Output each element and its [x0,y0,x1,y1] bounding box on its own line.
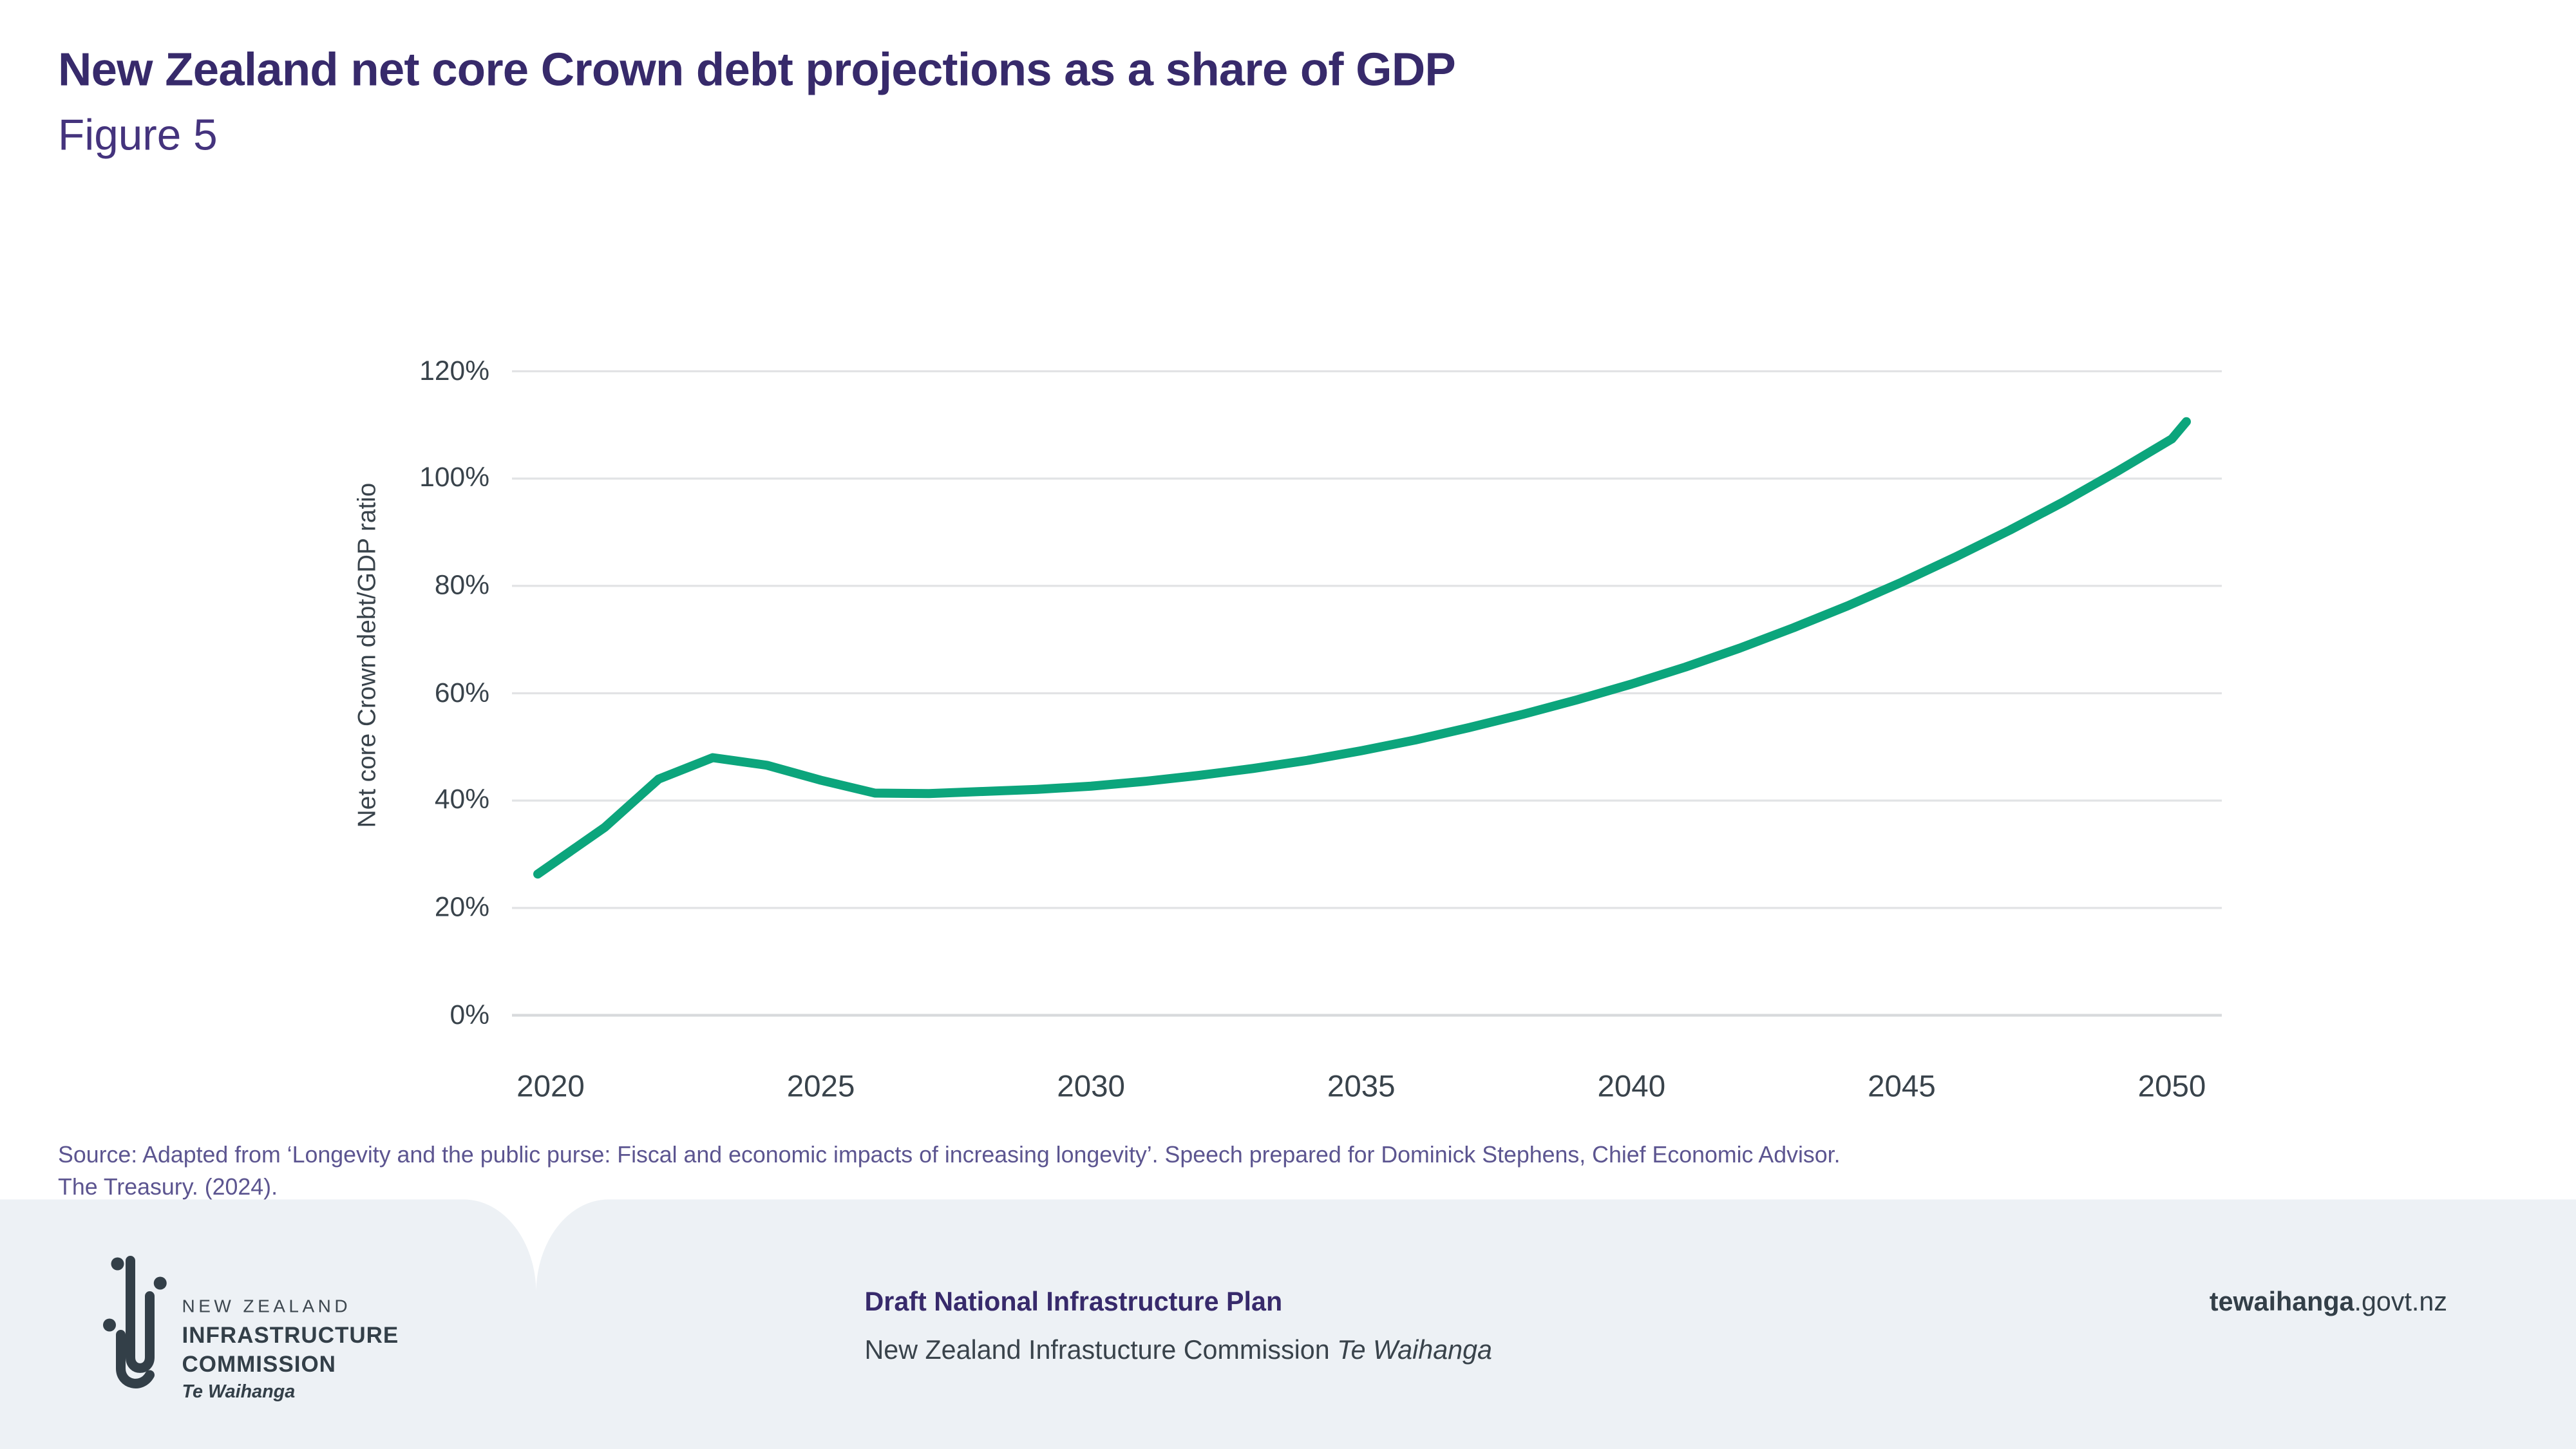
publication-organisation: New Zealand Infrastucture Commission Te … [865,1336,1492,1367]
y-tick-label-60%: 60% [434,677,489,708]
x-tick-label-2045: 2045 [1868,1070,1936,1105]
y-tick-label-100%: 100% [419,462,489,493]
y-tick-label-20%: 20% [434,891,489,923]
nzic-logo-text: NEW ZEALAND INFRASTRUCTURE COMMISSION Te… [182,1298,399,1403]
gridlines [512,370,2222,1017]
website-url: tewaihanga.govt.nz [2210,1288,2447,1319]
logo-text-commission: COMMISSION [182,1350,336,1377]
organisation-name: New Zealand Infrastucture Commission [864,1336,1330,1365]
x-tick-label-2020: 2020 [516,1070,585,1105]
source-note-line1: Source: Adapted from ‘Longevity and the … [58,1143,1841,1169]
x-tick-label-2025: 2025 [786,1070,855,1105]
website-url-bold: tewaihanga [2209,1288,2354,1317]
organisation-name-maori: Te Waihanga [1337,1336,1492,1365]
logo-text-infrastructure: INFRASTRUCTURE [182,1321,399,1348]
footer-left-panel [0,1199,536,1449]
y-axis-title: Net core Crown debt/GDP ratio [354,482,382,828]
website-url-rest: .govt.nz [2354,1288,2447,1317]
nzic-logo-mark-icon [103,1256,167,1388]
logo-text-new-zealand: NEW ZEALAND [182,1298,352,1317]
publication-title: Draft National Infrastructure Plan [864,1288,1283,1317]
y-tick-label-80%: 80% [434,569,489,601]
y-tick-label-0%: 0% [450,999,489,1030]
debt-projection-line [533,417,2191,879]
y-tick-label-40%: 40% [434,784,489,815]
logo-text-te-waihanga: Te Waihanga [182,1383,296,1403]
source-note-line2: The Treasury. (2024). [58,1174,278,1200]
x-tick-label-2050: 2050 [2137,1070,2206,1105]
x-tick-label-2035: 2035 [1327,1070,1396,1105]
x-tick-label-2040: 2040 [1597,1070,1666,1105]
page-title: New Zealand net core Crown debt projecti… [58,45,1456,97]
footer: NEW ZEALAND INFRASTRUCTURE COMMISSION Te… [0,1199,2576,1449]
y-tick-label-120%: 120% [419,355,489,386]
nzic-logo: NEW ZEALAND INFRASTRUCTURE COMMISSION Te… [103,1255,399,1408]
footer-right-panel [536,1199,2576,1449]
x-tick-label-2030: 2030 [1057,1070,1125,1105]
figure-label: Figure 5 [58,111,218,160]
source-note: Source: Adapted from ‘Longevity and the … [58,1142,2135,1205]
footer-publication-block: Draft National Infrastructure Plan New Z… [865,1288,1492,1367]
